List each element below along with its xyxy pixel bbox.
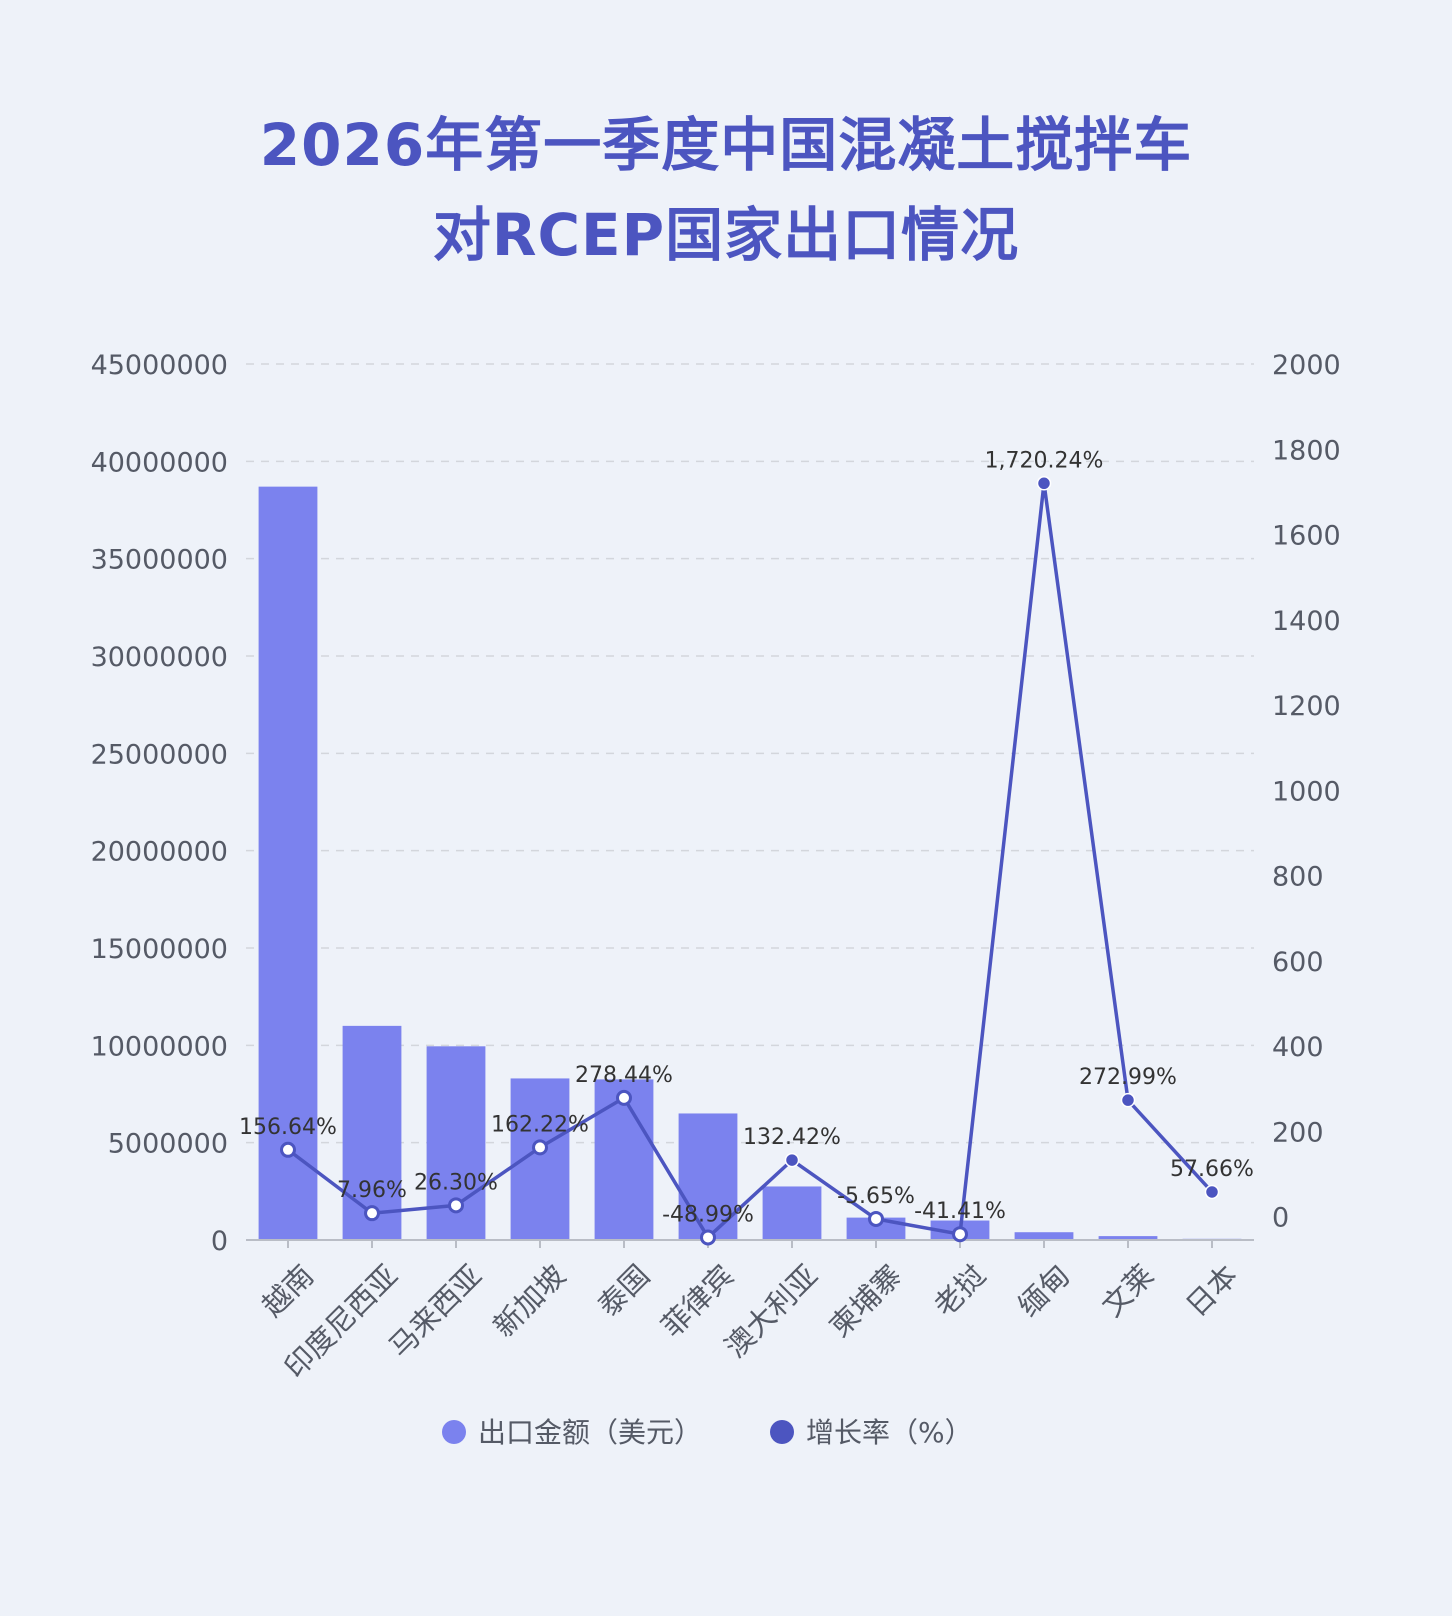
legend-label-line: 增长率（%） bbox=[806, 1416, 973, 1449]
growth-point bbox=[532, 1139, 548, 1156]
growth-data-label: -41.41% bbox=[914, 1199, 1006, 1224]
bar-文莱 bbox=[1098, 1236, 1158, 1240]
bar-新加坡 bbox=[510, 1078, 570, 1240]
growth-point bbox=[700, 1229, 716, 1246]
growth-data-label: 7.96% bbox=[337, 1178, 407, 1203]
growth-point bbox=[784, 1152, 800, 1168]
growth-data-label: 278.44% bbox=[575, 1063, 673, 1088]
y-left-tick-label: 25000000 bbox=[91, 739, 228, 770]
y-left-tick-label: 40000000 bbox=[91, 447, 228, 478]
growth-point bbox=[952, 1226, 968, 1243]
growth-line bbox=[286, 481, 1214, 1240]
growth-data-label: 132.42% bbox=[743, 1125, 841, 1150]
growth-data-label: -5.65% bbox=[837, 1184, 915, 1209]
y-left-tick-label: 20000000 bbox=[91, 837, 228, 868]
y-right-tick-label: 2000 bbox=[1272, 350, 1341, 381]
y-right-tick-label: 1400 bbox=[1272, 606, 1341, 637]
x-category-label: 澳大利亚 bbox=[718, 1258, 824, 1364]
y-left-tick-label: 30000000 bbox=[91, 642, 228, 673]
growth-point bbox=[364, 1205, 380, 1222]
grid-layer bbox=[246, 363, 1254, 1144]
growth-point bbox=[280, 1141, 296, 1158]
x-category-label: 马来西亚 bbox=[382, 1258, 488, 1364]
growth-point bbox=[1036, 476, 1052, 491]
bar-layer bbox=[258, 486, 1242, 1240]
y-right-tick-label: 1600 bbox=[1272, 521, 1341, 552]
y-right-tick-label: 400 bbox=[1272, 1032, 1324, 1063]
x-category-label: 老挝 bbox=[927, 1258, 992, 1323]
legend-swatch-bar bbox=[442, 1420, 466, 1444]
y-left-tick-label: 10000000 bbox=[91, 1031, 228, 1062]
chart-title-line-2: 对RCEP国家出口情况 bbox=[432, 201, 1020, 269]
growth-point bbox=[448, 1197, 464, 1214]
growth-data-label: 57.66% bbox=[1170, 1157, 1254, 1182]
legend[interactable]: 出口金额（美元） 增长率（%） bbox=[442, 1416, 973, 1449]
y-left-tick-label: 15000000 bbox=[91, 934, 228, 965]
bar-印度尼西亚 bbox=[342, 1025, 402, 1240]
growth-data-label: 1,720.24% bbox=[985, 448, 1104, 473]
y-right-tick-label: 800 bbox=[1272, 862, 1324, 893]
y-right-tick-label: 0 bbox=[1272, 1203, 1289, 1234]
label-layer: 156.64% 7.96% 26.30% 162.22% 278.44% -48.99% 1… bbox=[239, 448, 1254, 1227]
bar-泰国 bbox=[594, 1079, 654, 1240]
chart-title-line-1: 2026年第一季度中国混凝土搅拌车 bbox=[259, 111, 1193, 179]
y-left-tick-label: 0 bbox=[211, 1226, 228, 1257]
x-category-label: 越南 bbox=[255, 1258, 320, 1323]
growth-data-label: 156.64% bbox=[239, 1115, 337, 1140]
bar-澳大利亚 bbox=[762, 1186, 822, 1240]
growth-data-label: 162.22% bbox=[491, 1112, 589, 1137]
legend-item-line[interactable]: 增长率（%） bbox=[770, 1416, 973, 1449]
bar-越南 bbox=[258, 486, 318, 1240]
bar-缅甸 bbox=[1014, 1232, 1074, 1240]
growth-point bbox=[1204, 1184, 1220, 1200]
y-left-tick-label: 45000000 bbox=[91, 350, 228, 381]
growth-data-label: 272.99% bbox=[1079, 1065, 1177, 1090]
x-category-label: 日本 bbox=[1179, 1258, 1244, 1323]
y-right-tick-label: 1800 bbox=[1272, 435, 1341, 466]
y-left-tick-label: 35000000 bbox=[91, 545, 228, 576]
y-right-tick-label: 1200 bbox=[1272, 691, 1341, 722]
growth-point bbox=[616, 1089, 632, 1106]
x-category-label: 缅甸 bbox=[1011, 1258, 1076, 1323]
growth-data-label: -48.99% bbox=[662, 1202, 754, 1227]
legend-swatch-line bbox=[770, 1420, 794, 1444]
x-category-label: 新加坡 bbox=[487, 1258, 573, 1344]
growth-point bbox=[1120, 1092, 1136, 1108]
y-right-tick-label: 1000 bbox=[1272, 776, 1341, 807]
y-right-tick-label: 600 bbox=[1272, 947, 1324, 978]
line-layer bbox=[280, 476, 1220, 1246]
y-right-tick-label: 200 bbox=[1272, 1117, 1324, 1148]
legend-item-bar[interactable]: 出口金额（美元） bbox=[442, 1416, 702, 1449]
x-category-label: 泰国 bbox=[591, 1258, 656, 1323]
x-category-label: 文莱 bbox=[1095, 1258, 1160, 1323]
growth-point bbox=[868, 1210, 884, 1227]
x-category-label: 柬埔寨 bbox=[823, 1258, 909, 1344]
y-left-tick-label: 5000000 bbox=[108, 1129, 228, 1160]
legend-label-bar: 出口金额（美元） bbox=[478, 1416, 702, 1449]
growth-data-label: 26.30% bbox=[414, 1170, 498, 1195]
